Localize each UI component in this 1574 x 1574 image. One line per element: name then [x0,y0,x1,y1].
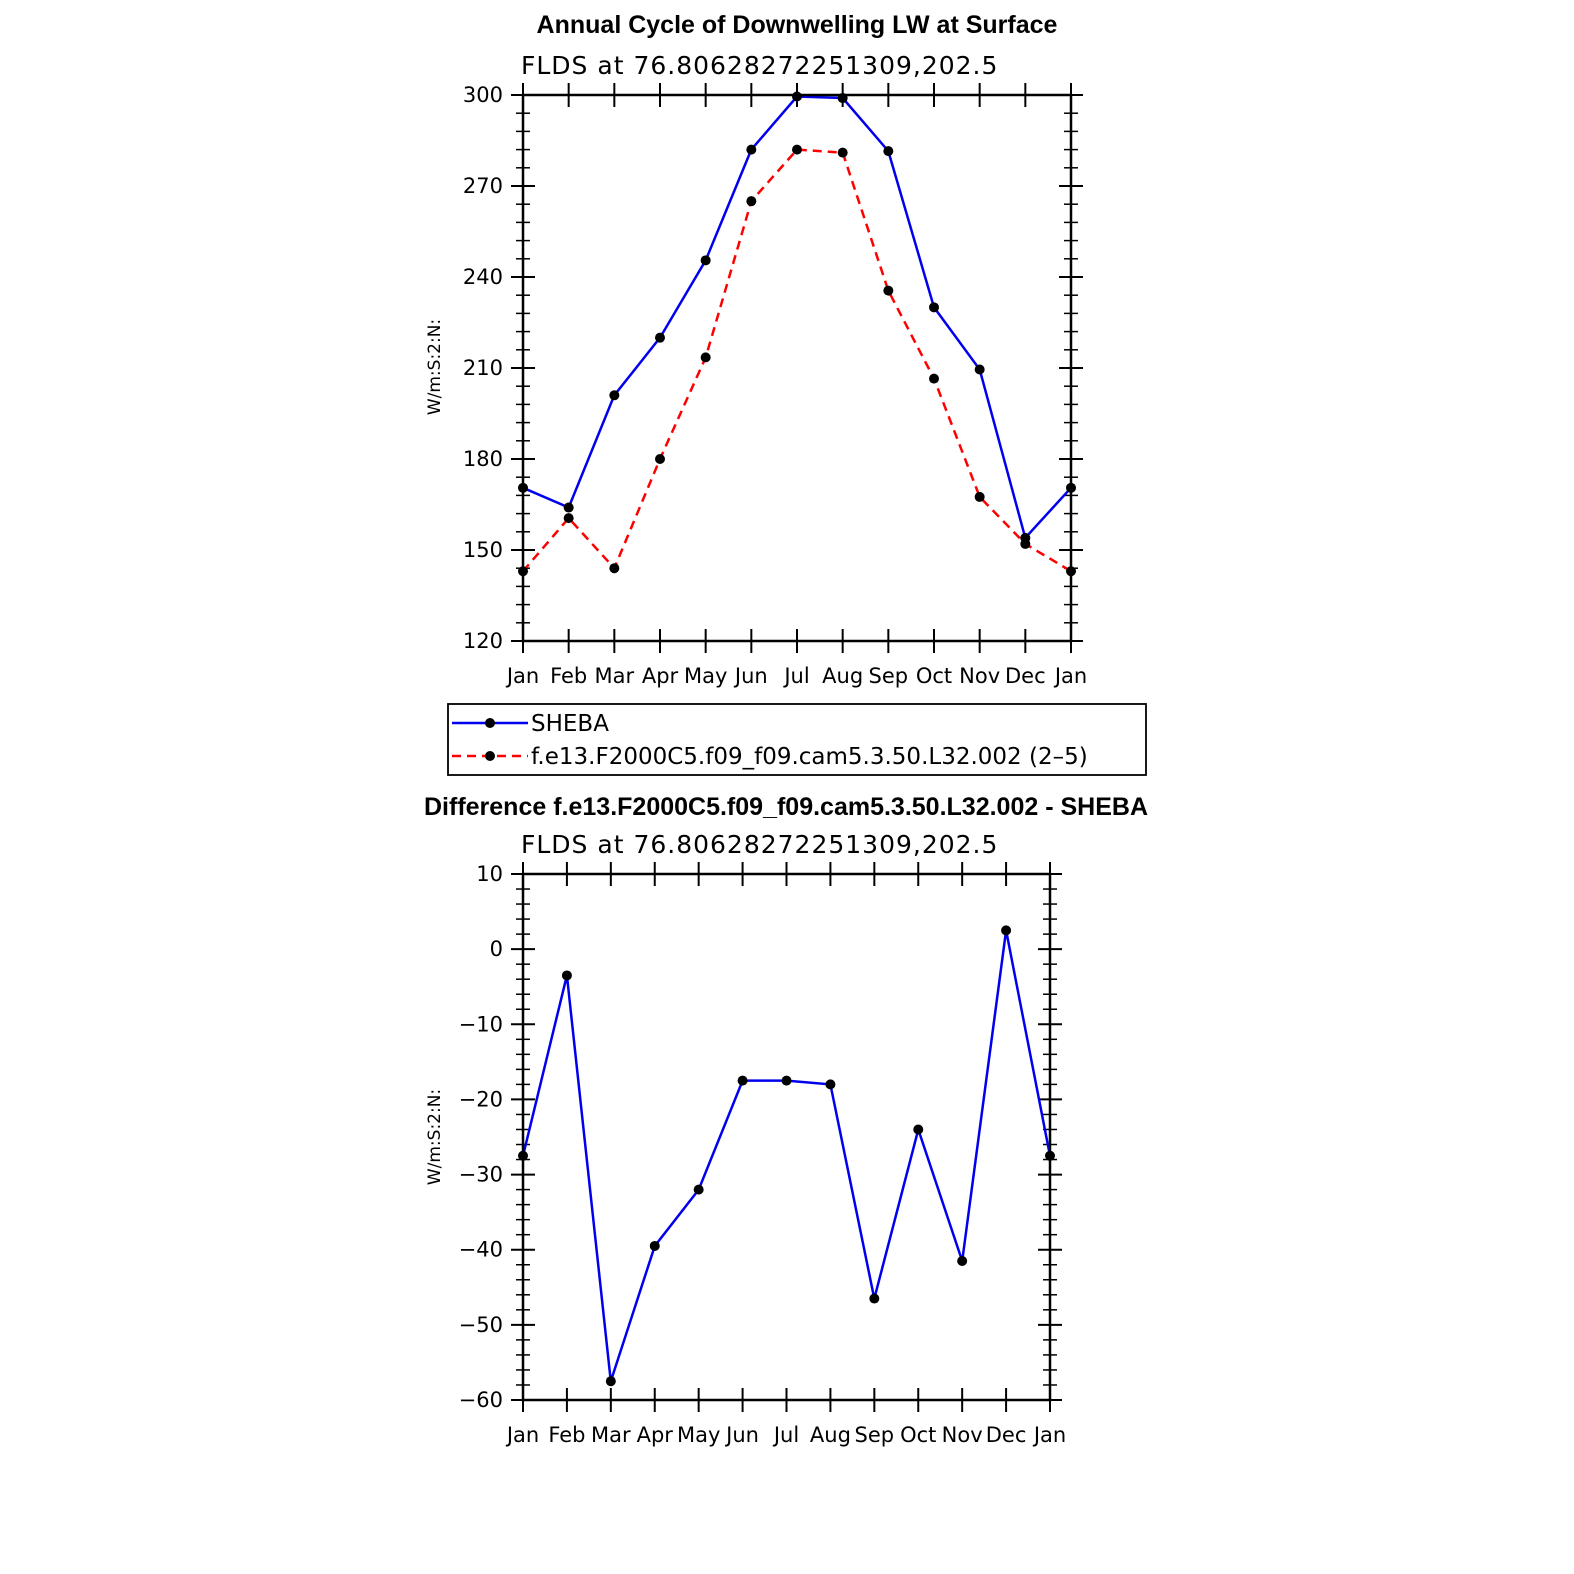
y-tick-label: 210 [463,356,503,380]
data-point [883,146,894,157]
data-point [1001,925,1012,936]
x-tick-label: Jun [724,1423,759,1447]
x-tick-label: Oct [900,1423,936,1447]
x-tick-label: May [677,1423,720,1447]
y-tick-label: 240 [463,265,503,289]
x-tick-label: Feb [548,1423,585,1447]
series-line [522,95,1072,541]
data-point [825,1079,836,1090]
x-tick-label: Sep [869,664,909,688]
y-tick-label: −50 [459,1313,503,1337]
legend-label-model: f.e13.F2000C5.f09_f09.cam5.3.50.L32.002 … [531,744,1088,770]
chart-subtitle: FLDS at 76.80628272251309,202.5 [521,51,998,80]
y-tick-label: −20 [459,1087,503,1111]
chart-subtitle: FLDS at 76.80628272251309,202.5 [521,830,998,859]
y-tick-label: 150 [463,538,503,562]
x-tick-label: Aug [822,664,863,688]
x-tick-label: Sep [855,1423,895,1447]
x-tick-label: Jul [772,1423,799,1447]
y-tick-label: 10 [476,862,503,886]
x-tick-label: Apr [637,1423,674,1447]
data-point [781,1075,792,1086]
x-tick-label: Jan [505,664,539,688]
data-point [649,1240,660,1251]
x-tick-label: Dec [1005,664,1046,688]
legend-box [447,703,1147,776]
data-point [837,147,848,158]
chart-title: Annual Cycle of Downwelling LW at Surfac… [537,11,1058,39]
data-point [737,1075,748,1086]
data-point [929,302,939,313]
data-point [700,255,711,266]
plot-frame [521,872,1052,1402]
series-group [518,925,1055,1387]
x-tick-label: Apr [642,664,679,688]
series-line [522,148,1072,573]
data-point [929,373,939,384]
y-tick-label: −60 [459,1388,503,1412]
x-tick-label: Aug [810,1423,851,1447]
data-point [561,970,572,981]
data-point [974,491,985,502]
x-tick-label: Nov [942,1423,983,1447]
chart-title: Difference f.e13.F2000C5.f09_f09.cam5.3.… [424,793,1148,821]
difference-chart: Difference f.e13.F2000C5.f09_f09.cam5.3.… [424,793,1148,1447]
x-tick-label: Oct [916,664,952,688]
y-tick-labels: 120 150 180 210 240 270 300 [463,83,503,653]
y-axis-label: W/m:S:2:N: [425,319,445,415]
y-tick-label: −30 [459,1163,503,1187]
y-tick-label: −10 [459,1012,503,1036]
plot-frame [521,93,1073,643]
x-tick-label: Jun [733,664,768,688]
data-point [655,332,665,343]
y-tick-label: 300 [463,83,503,107]
data-point [792,91,802,102]
y-tick-label: 180 [463,447,503,471]
x-tick-label: Jul [782,664,809,688]
y-tick-label: 0 [490,937,503,961]
data-point [869,1293,880,1304]
legend: SHEBA f.e13.F2000C5.f09_f09.cam5.3.50.L3… [447,703,1147,776]
series-group [518,91,1076,577]
axis-ticks [511,83,1083,653]
data-point [974,364,985,375]
legend-label-sheba: SHEBA [531,711,609,737]
data-point [913,1124,924,1135]
data-point [883,285,894,296]
y-tick-label: −40 [459,1238,503,1262]
data-point [563,502,574,513]
x-tick-label: Jan [1053,664,1087,688]
legend-marker-model [485,751,495,761]
y-tick-label: 120 [463,629,503,653]
y-axis-label: W/m:S:2:N: [425,1089,445,1185]
x-tick-label: Nov [959,664,1000,688]
data-point [655,454,665,464]
x-tick-label: Jan [1032,1423,1066,1447]
data-point [746,196,757,207]
y-tick-labels: −60 −50 −40 −30 −20 −10 0 10 [459,862,503,1412]
data-point [609,563,620,574]
x-tick-label: Dec [986,1423,1027,1447]
y-tick-label: 270 [463,174,503,198]
x-tick-label: Mar [595,664,635,688]
data-point [563,513,574,524]
data-point [792,144,802,155]
data-point [957,1255,968,1266]
data-point [609,390,620,401]
x-tick-label: May [684,664,727,688]
x-tick-labels: Jan Feb Mar Apr May Jun Jul Aug Sep Oct Nov Dec Jan [505,664,1087,688]
x-tick-labels: Jan Feb Mar Apr May Jun Jul Aug Sep Oct Nov Dec Jan [505,1423,1066,1447]
x-tick-label: Mar [591,1423,631,1447]
x-tick-label: Jan [505,1423,539,1447]
x-tick-label: Feb [550,664,587,688]
annual-cycle-chart: Annual Cycle of Downwelling LW at Surfac… [425,11,1087,688]
legend-marker-sheba [485,718,495,728]
data-point [746,144,757,155]
data-point [693,1184,704,1195]
data-point [605,1376,616,1387]
series-line [521,930,1052,1382]
data-point [700,352,711,363]
data-point [1020,538,1031,549]
